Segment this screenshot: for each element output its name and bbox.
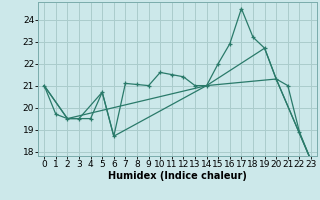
X-axis label: Humidex (Indice chaleur): Humidex (Indice chaleur) (108, 171, 247, 181)
